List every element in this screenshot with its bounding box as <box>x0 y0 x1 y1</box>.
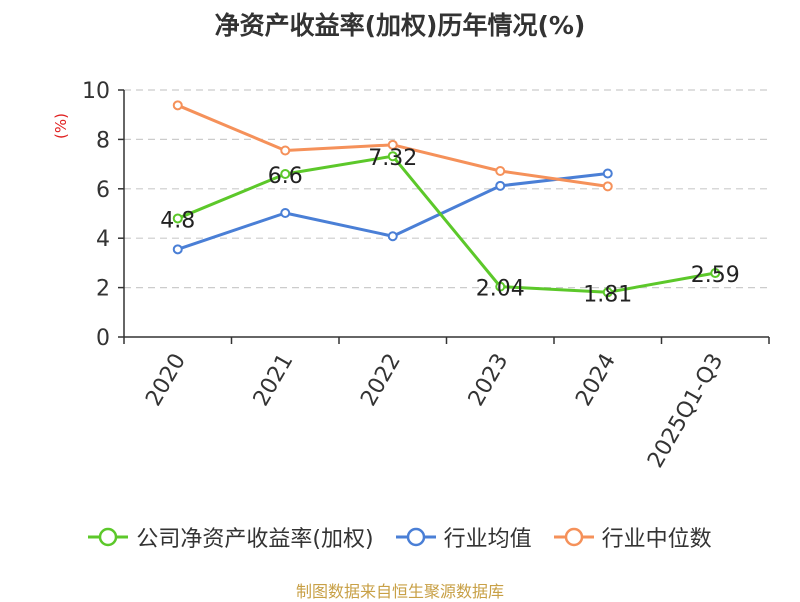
data-point <box>495 166 506 177</box>
data-label: 1.81 <box>583 282 632 307</box>
data-point <box>710 268 721 279</box>
data-point <box>602 168 613 179</box>
data-point <box>602 181 613 192</box>
data-point <box>387 151 398 162</box>
legend-swatch-icon <box>553 527 594 547</box>
legend-swatch-icon <box>395 527 436 547</box>
legend-label: 行业均值 <box>443 527 532 552</box>
axes: 0 2 4 6 8 10 2020 2021 2022 2023 2024 2025Q1-Q3 (%) <box>52 79 770 473</box>
series-lines <box>172 100 721 298</box>
data-point <box>495 281 506 292</box>
data-point <box>172 244 183 255</box>
data-label: 6.6 <box>268 164 303 189</box>
data-label: 4.8 <box>160 208 195 233</box>
legend-label: 公司净资产收益率(加权) <box>136 527 374 552</box>
legend-item[interactable]: 行业均值 <box>395 521 532 553</box>
data-point <box>172 213 183 224</box>
data-labels: 4.8 6.6 7.32 2.04 1.81 2.59 <box>160 146 739 307</box>
data-label: 7.32 <box>368 146 417 171</box>
data-point <box>387 231 398 242</box>
data-label: 2.59 <box>691 263 740 288</box>
y-tick-label: 6 <box>96 178 110 203</box>
data-point <box>280 168 291 179</box>
legend-marker <box>564 527 583 547</box>
y-tick-label: 0 <box>96 326 110 351</box>
source-note: 制图数据来自恒生聚源数据库 <box>295 582 504 601</box>
data-point <box>602 287 613 298</box>
data-point <box>280 208 291 219</box>
legend: 公司净资产收益率(加权) 行业均值 行业中位数 <box>0 519 800 555</box>
x-tick-label: 2020 <box>141 350 191 411</box>
x-tick-label: 2025Q1-Q3 <box>643 350 728 473</box>
series-line-0 <box>177 154 716 294</box>
y-tick-label: 8 <box>96 128 110 153</box>
x-tick-label: 2022 <box>356 350 406 411</box>
legend-marker <box>99 527 118 547</box>
data-point <box>495 180 506 191</box>
x-tick-label: 2021 <box>249 350 299 411</box>
grid-lines <box>124 89 769 289</box>
legend-swatch-icon <box>88 527 129 547</box>
x-tick-label: 2024 <box>571 350 621 411</box>
data-point <box>172 100 183 111</box>
legend-item[interactable]: 行业中位数 <box>553 521 712 553</box>
legend-label: 行业中位数 <box>601 527 712 552</box>
legend-marker <box>406 527 425 547</box>
y-tick-label: 10 <box>82 79 110 104</box>
data-point <box>387 139 398 150</box>
legend-item[interactable]: 公司净资产收益率(加权) <box>88 521 374 553</box>
y-tick-label: 4 <box>96 227 110 252</box>
y-tick-label: 2 <box>96 277 110 302</box>
data-label: 2.04 <box>476 277 525 302</box>
chart-title: 净资产收益率(加权)历年情况(%) <box>214 11 586 40</box>
data-point <box>280 145 291 156</box>
x-tick-label: 2023 <box>464 350 514 411</box>
y-axis-label: (%) <box>52 113 70 139</box>
